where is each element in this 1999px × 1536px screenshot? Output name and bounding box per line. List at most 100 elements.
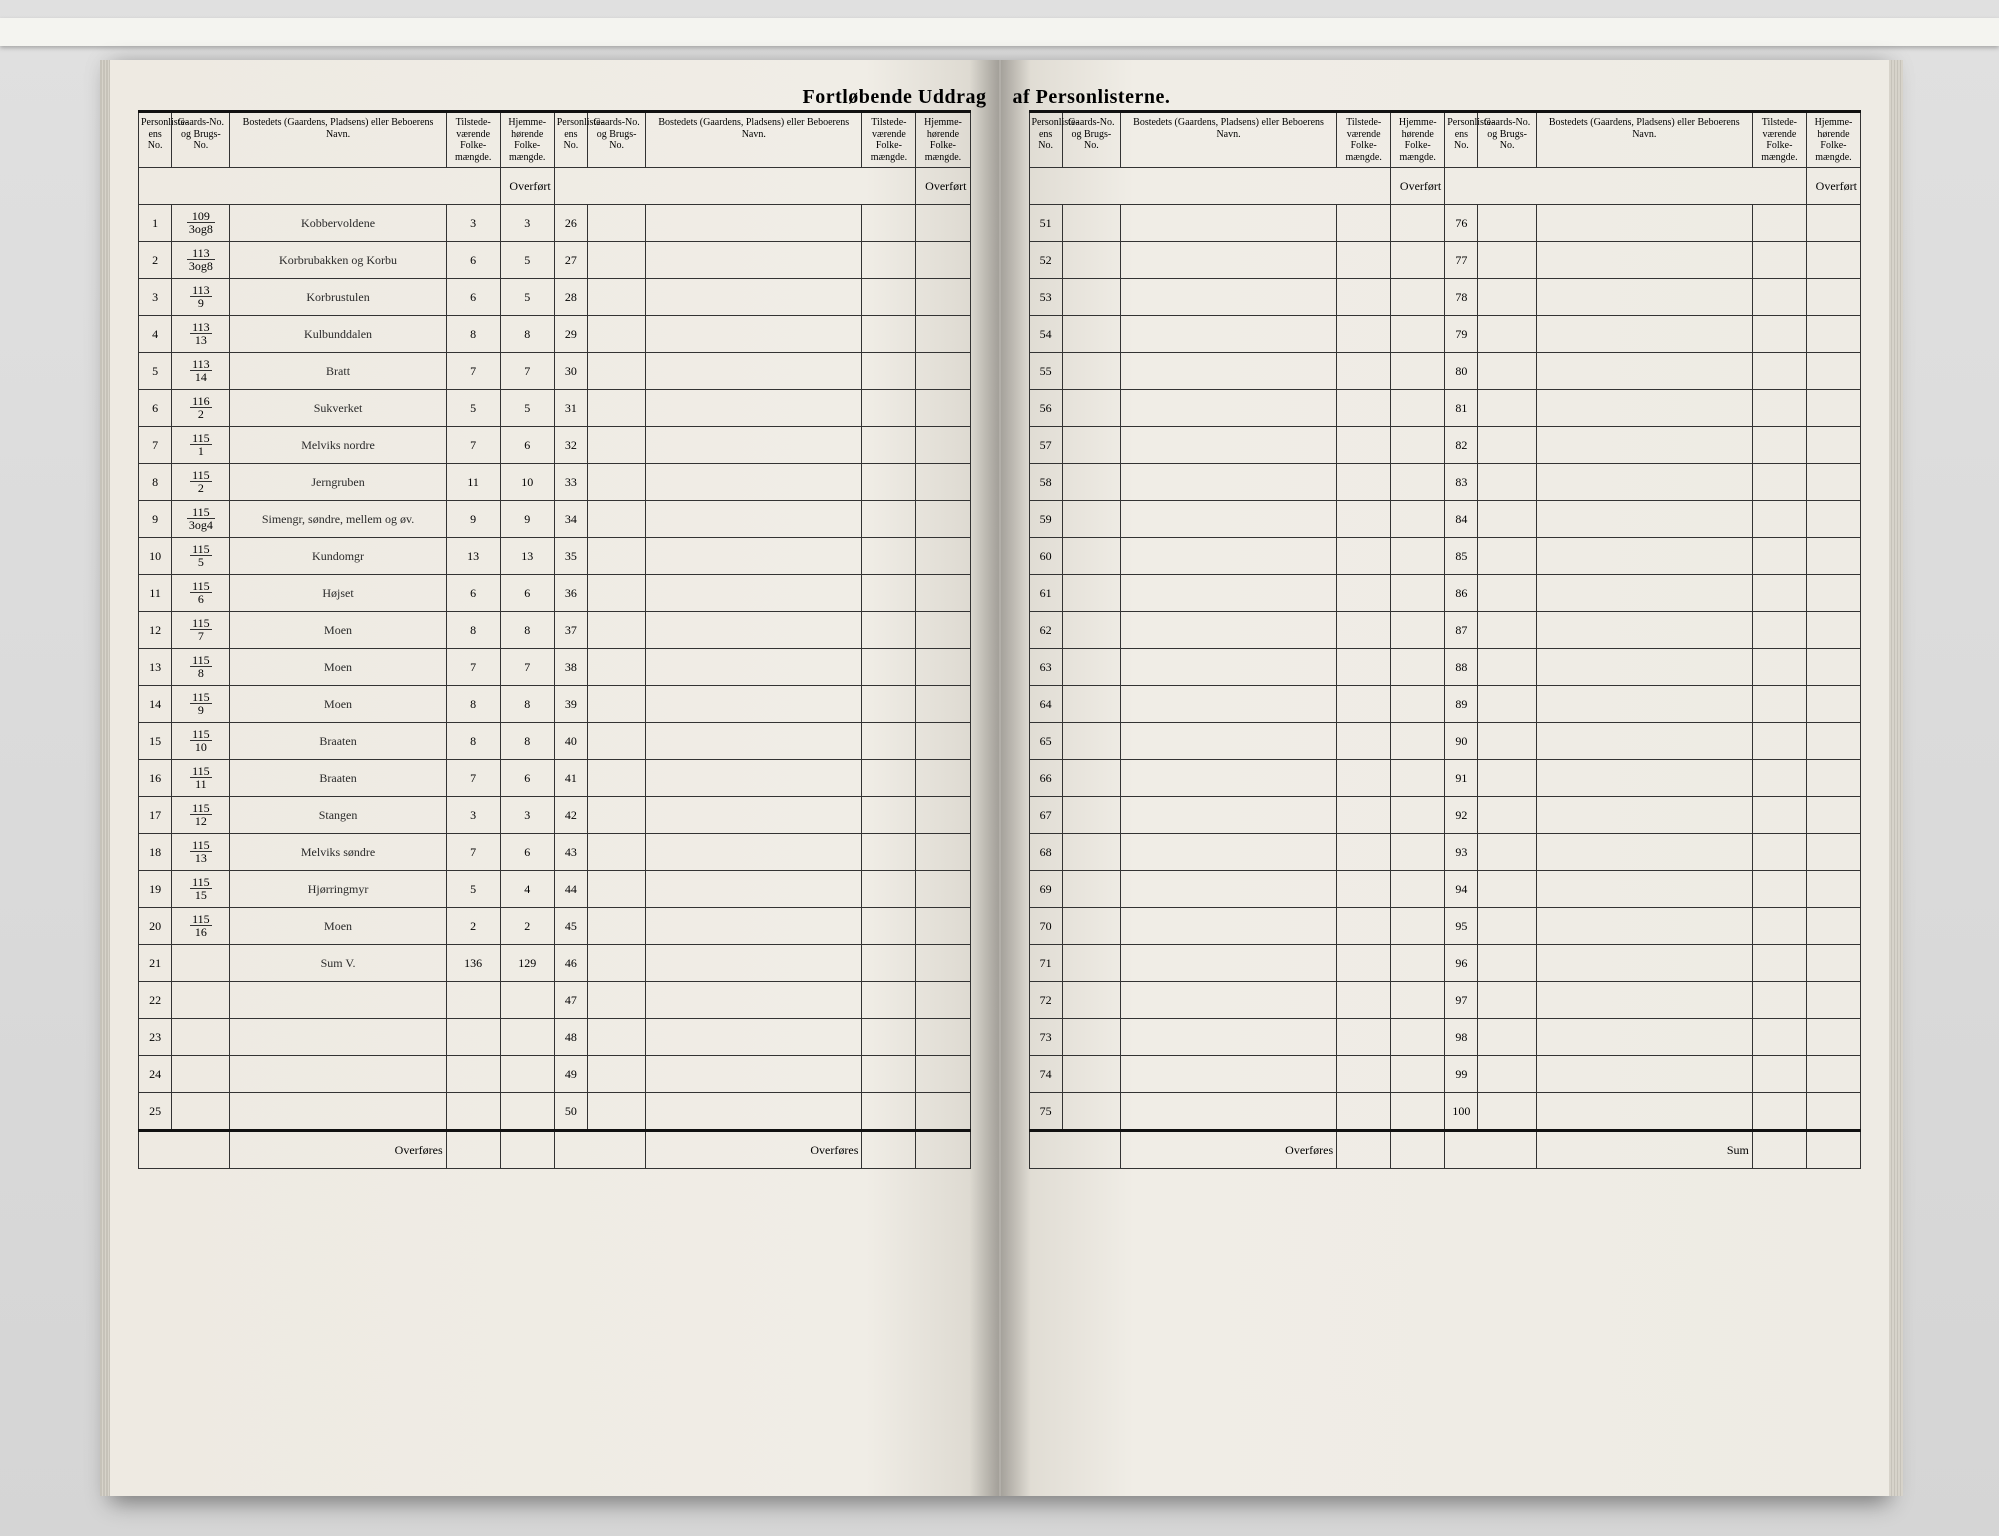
pop-home	[1806, 982, 1860, 1019]
pop-present	[1752, 575, 1806, 612]
row-no: 97	[1445, 982, 1478, 1019]
pop-home	[1391, 908, 1445, 945]
pop-home: 3	[500, 205, 554, 242]
pop-present: 136	[446, 945, 500, 982]
gaard-no: 11511	[172, 760, 230, 797]
table-row: 141159Moen8839	[139, 686, 971, 723]
pop-home	[916, 575, 970, 612]
gaard-no	[1062, 982, 1120, 1019]
row-no: 31	[554, 390, 587, 427]
place-name	[1536, 908, 1752, 945]
table-row: 75100	[1029, 1093, 1861, 1131]
page-edges-right	[1889, 60, 1903, 1496]
pop-home	[916, 279, 970, 316]
row-no: 34	[554, 501, 587, 538]
pop-home	[1391, 316, 1445, 353]
pop-home	[1806, 390, 1860, 427]
row-no: 49	[554, 1056, 587, 1093]
row-no: 47	[554, 982, 587, 1019]
row-no: 36	[554, 575, 587, 612]
place-name	[646, 353, 862, 390]
pop-home	[1391, 945, 1445, 982]
table-row: 6893	[1029, 834, 1861, 871]
pop-present: 13	[446, 538, 500, 575]
pop-home	[1391, 834, 1445, 871]
pop-home	[916, 1056, 970, 1093]
hdr-name: Bostedets (Gaardens, Pladsens) eller Beb…	[230, 112, 446, 168]
gaard-no	[1478, 316, 1536, 353]
pop-present	[1752, 242, 1806, 279]
pop-home	[916, 686, 970, 723]
pop-present	[1752, 908, 1806, 945]
pop-home	[1391, 649, 1445, 686]
pop-present	[1752, 723, 1806, 760]
gaard-no	[587, 1019, 645, 1056]
pop-present	[1337, 945, 1391, 982]
page-edges-left	[100, 60, 110, 1496]
place-name	[1120, 464, 1336, 501]
place-name	[1120, 427, 1336, 464]
row-no: 13	[139, 649, 172, 686]
gaard-no	[1478, 575, 1536, 612]
gaard-no	[1478, 1056, 1536, 1093]
row-no: 66	[1029, 760, 1062, 797]
table-row: 7499	[1029, 1056, 1861, 1093]
table-row: 7196	[1029, 945, 1861, 982]
row-no: 24	[139, 1056, 172, 1093]
gaard-no	[587, 1056, 645, 1093]
gaard-no	[1478, 538, 1536, 575]
pop-present	[1752, 612, 1806, 649]
pop-present	[1752, 279, 1806, 316]
pop-home	[916, 945, 970, 982]
pop-present: 8	[446, 612, 500, 649]
row-no: 96	[1445, 945, 1478, 982]
table-row: 5378	[1029, 279, 1861, 316]
row-no: 6	[139, 390, 172, 427]
left-table-body: 11093og8Kobbervoldene332621133og8Korbrub…	[139, 205, 971, 1131]
row-no: 100	[1445, 1093, 1478, 1131]
pop-home: 6	[500, 575, 554, 612]
pop-present: 7	[446, 649, 500, 686]
pop-home: 7	[500, 649, 554, 686]
place-name	[1536, 834, 1752, 871]
row-no: 4	[139, 316, 172, 353]
row-no: 53	[1029, 279, 1062, 316]
gaard-no: 11515	[172, 871, 230, 908]
pop-present	[862, 464, 916, 501]
place-name	[1120, 1056, 1336, 1093]
overfores-label: Overføres	[1120, 1131, 1336, 1169]
row-no: 15	[139, 723, 172, 760]
place-name	[646, 1093, 862, 1131]
pop-present	[862, 686, 916, 723]
gaard-no	[1478, 649, 1536, 686]
place-name	[1536, 1019, 1752, 1056]
place-name	[1536, 575, 1752, 612]
place-name	[1120, 279, 1336, 316]
pop-home	[1391, 279, 1445, 316]
pop-home: 8	[500, 686, 554, 723]
row-no: 52	[1029, 242, 1062, 279]
pop-home	[1391, 575, 1445, 612]
pop-home	[1806, 242, 1860, 279]
gaard-no: 11516	[172, 908, 230, 945]
place-name	[1536, 723, 1752, 760]
pop-present	[862, 427, 916, 464]
place-name	[1120, 501, 1336, 538]
gaard-no	[172, 1056, 230, 1093]
place-name	[646, 797, 862, 834]
table-row: 6691	[1029, 760, 1861, 797]
hdr-name: Bostedets (Gaardens, Pladsens) eller Beb…	[1536, 112, 1752, 168]
place-name: Moen	[230, 686, 446, 723]
row-no: 64	[1029, 686, 1062, 723]
hdr-gaard-no: Gaards-No. og Brugs-No.	[172, 112, 230, 168]
pop-present	[862, 723, 916, 760]
row-no: 19	[139, 871, 172, 908]
row-no: 2	[139, 242, 172, 279]
pop-home: 2	[500, 908, 554, 945]
pop-home	[1391, 760, 1445, 797]
gaard-no: 1162	[172, 390, 230, 427]
pop-present: 7	[446, 834, 500, 871]
gaard-no	[1478, 723, 1536, 760]
row-no: 72	[1029, 982, 1062, 1019]
ledger-book: Fortløbende Uddrag Personliste-ens No. G…	[110, 60, 1889, 1496]
